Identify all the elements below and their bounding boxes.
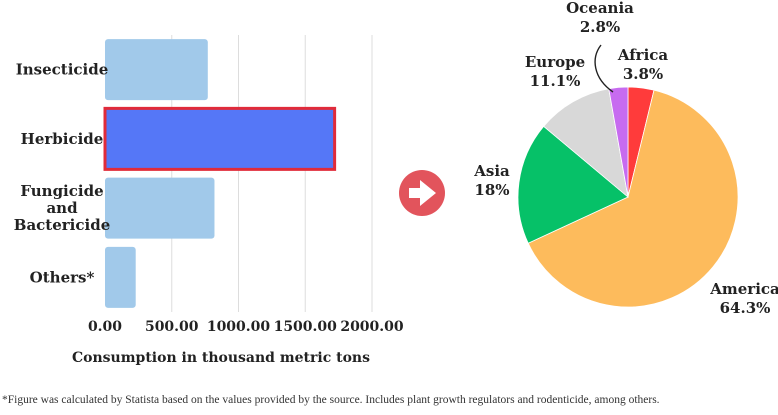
pie-label-america-name: America <box>709 280 778 298</box>
pie-label-america-value: 64.3% <box>720 299 771 317</box>
pie-label-africa-value: 3.8% <box>623 65 663 83</box>
category-label: Fungicide and Bactericide <box>14 182 110 234</box>
pie-label-asia-name: Asia <box>473 162 510 180</box>
bar-others <box>105 246 136 308</box>
x-tick-label: 1500.00 <box>274 319 338 335</box>
pie-label-africa-name: Africa <box>617 46 669 64</box>
x-tick-label: 500.00 <box>145 319 199 335</box>
bar-herbicide <box>103 106 337 171</box>
arrow-icon <box>399 170 445 216</box>
footnote: *Figure was calculated by Statista based… <box>2 394 660 406</box>
bar-chart-gridlines <box>171 35 373 312</box>
bar-fungicide-and-bactericide <box>105 177 215 239</box>
bar-chart-category-labels: Insecticide Herbicide Fungicide and Bacteric… <box>14 61 110 287</box>
pie-slice-asia <box>517 125 629 244</box>
x-tick-label: 1000.00 <box>207 319 271 335</box>
category-label: Herbicide <box>21 130 104 148</box>
pie-slice-america <box>527 89 739 308</box>
x-tick-label: 0.00 <box>88 319 122 335</box>
x-tick-label: 2000.00 <box>340 319 404 335</box>
pie-label-asia-value: 18% <box>474 181 509 199</box>
oceania-leader-line <box>594 44 614 93</box>
pie-label-europe-value: 11.1% <box>530 72 581 90</box>
pie-chart <box>517 86 739 308</box>
pie-label-oceania-value: 2.8% <box>580 18 620 36</box>
x-axis-title: Consumption in thousand metric tons <box>72 350 370 366</box>
pie-label-europe-name: Europe <box>525 53 585 71</box>
category-label: Others* <box>30 268 95 286</box>
pie-label-oceania-name: Oceania <box>566 0 634 17</box>
pie-slice-europe <box>543 88 629 199</box>
bar-chart-bars <box>103 39 337 308</box>
category-label: Insecticide <box>16 61 109 79</box>
bar-chart-x-tick-labels: 0.00 500.00 1000.00 1500.00 2000.00 <box>88 319 404 335</box>
bar-insecticide <box>105 39 208 101</box>
